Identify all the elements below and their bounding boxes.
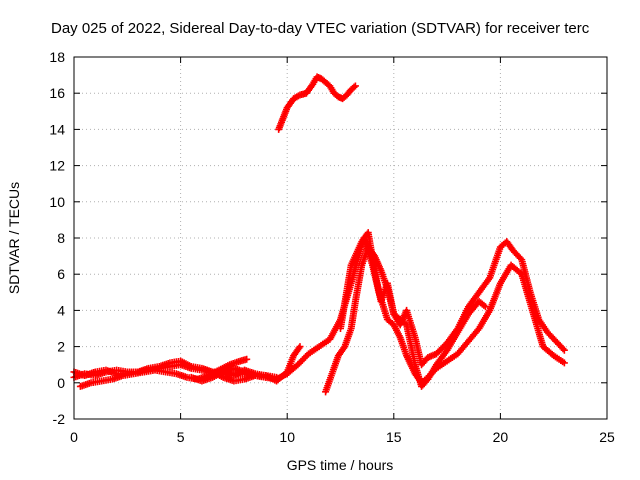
y-tick-label: 12: [49, 158, 65, 174]
y-tick-label: 6: [57, 266, 65, 282]
data-point: [340, 344, 348, 352]
x-tick-label: 5: [177, 429, 185, 445]
series-track-g: [337, 229, 568, 369]
data-point: [481, 303, 489, 311]
y-tick-label: 18: [49, 49, 65, 65]
data-point: [560, 346, 568, 354]
y-tick-label: 10: [49, 194, 65, 210]
data-point: [295, 344, 303, 352]
data-point: [350, 83, 358, 91]
series-track-c: [76, 355, 251, 390]
data-point: [516, 254, 524, 262]
chart-title: Day 025 of 2022, Sidereal Day-to-day VTE…: [51, 20, 590, 37]
data-points: [70, 73, 568, 396]
data-point: [559, 345, 567, 353]
x-tick-label: 25: [599, 429, 615, 445]
plot-frame: [73, 56, 608, 420]
y-tick-label: 2: [57, 339, 65, 355]
data-point: [351, 82, 359, 90]
y-tick-label: 8: [57, 230, 65, 246]
data-point: [296, 343, 304, 351]
grid-lines: [74, 57, 607, 419]
y-tick-label: 4: [57, 302, 65, 318]
x-tick-label: 0: [70, 429, 78, 445]
x-tick-label: 20: [493, 429, 509, 445]
y-tick-label: 16: [49, 85, 65, 101]
series-track-e: [219, 343, 304, 385]
data-point: [243, 355, 251, 363]
y-tick-label: 14: [49, 121, 65, 137]
data-point: [560, 359, 568, 367]
x-axis-label: GPS time / hours: [287, 457, 394, 473]
y-axis-label: SDTVAR / TECUs: [6, 182, 22, 294]
y-tick-label: 0: [57, 375, 65, 391]
x-tick-label: 15: [386, 429, 402, 445]
x-tick-label: 10: [279, 429, 295, 445]
series-track-h: [275, 73, 359, 133]
y-tick-label: -2: [53, 411, 66, 427]
